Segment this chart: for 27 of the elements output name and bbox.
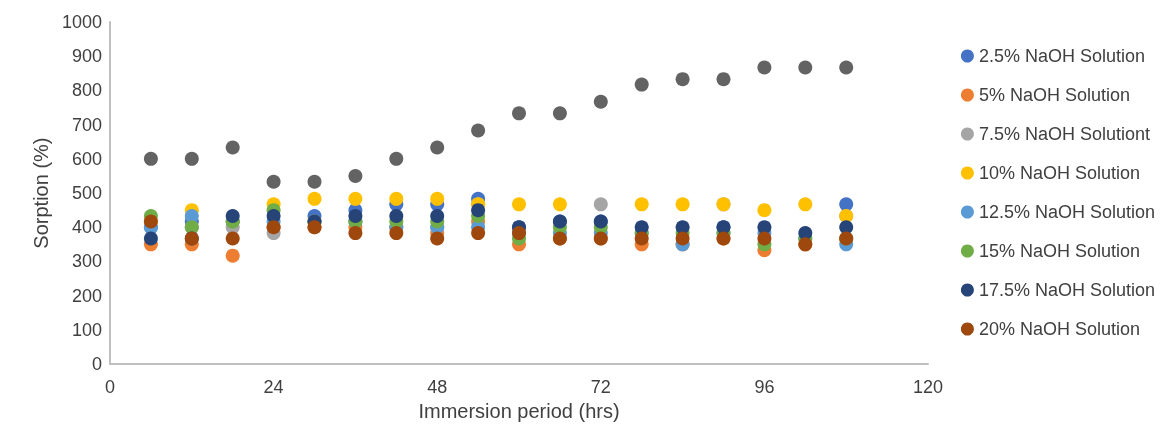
legend-label: 12.5% NaOH Solution — [978, 202, 1156, 222]
y-tick-label: 0 — [91, 354, 102, 375]
y-tick-label: 200 — [71, 285, 102, 306]
y-tick-label: 700 — [71, 114, 102, 135]
legend-label: 2.5% NaOH Solution — [978, 46, 1145, 66]
legend-label: 17.5% NaOH Solution — [978, 280, 1156, 300]
y-tick-label: 100 — [71, 319, 102, 340]
legend-label: 7.5% NaOH Solutiont — [978, 124, 1150, 144]
y-axis-title: Sorption (%) — [30, 137, 53, 249]
x-tick-label: 48 — [427, 377, 448, 398]
y-tick-label: 500 — [71, 183, 102, 204]
legend-label: 15% NaOH Solution — [978, 241, 1140, 261]
legend-label: 10% NaOH Solution — [978, 163, 1140, 183]
y-tick-label: 1000 — [61, 12, 102, 32]
legend-label: 5% NaOH Solution — [978, 85, 1130, 105]
y-tick-label: 600 — [71, 148, 102, 169]
x-tick-label: 24 — [263, 377, 284, 398]
x-tick-label: 0 — [104, 377, 116, 398]
y-tick-label: 300 — [71, 251, 102, 272]
y-tick-label: 400 — [71, 217, 102, 238]
x-axis-title: Immersion period (hrs) — [418, 400, 620, 422]
x-tick-label: 96 — [754, 377, 775, 398]
y-tick-label: 800 — [71, 80, 102, 101]
x-tick-label: 120 — [912, 377, 944, 398]
y-tick-label: 900 — [71, 46, 102, 67]
x-tick-label: 72 — [590, 377, 611, 398]
legend-label: 20% NaOH Solution — [978, 319, 1140, 339]
